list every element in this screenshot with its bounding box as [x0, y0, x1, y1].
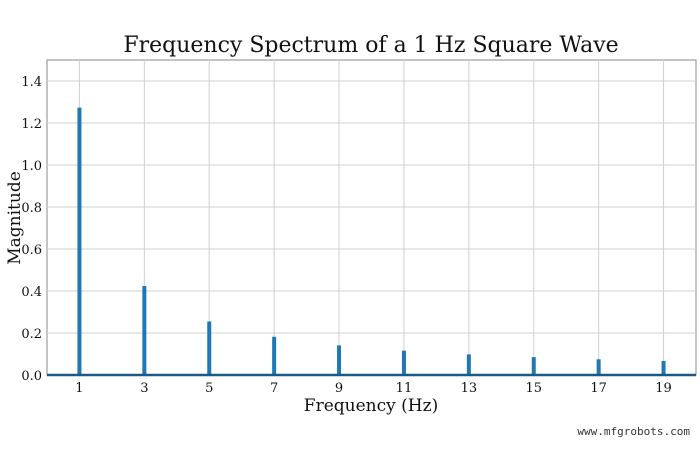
- x-tick-label: 5: [205, 381, 213, 396]
- x-tick-label: 1: [75, 381, 83, 396]
- y-tick-label: 0.0: [21, 369, 42, 384]
- x-tick-label: 3: [140, 381, 148, 396]
- y-tick-label: 1.0: [21, 159, 42, 174]
- y-tick-label: 0.8: [21, 201, 42, 216]
- y-axis-label: Magnitude: [5, 171, 25, 265]
- watermark: www.mfgrobots.com: [577, 425, 690, 438]
- chart-title: Frequency Spectrum of a 1 Hz Square Wave: [123, 33, 618, 58]
- x-tick-label: 17: [590, 381, 607, 396]
- y-tick-label: 0.2: [21, 327, 42, 342]
- x-tick-label: 13: [461, 381, 478, 396]
- y-tick-label: 1.2: [21, 117, 42, 132]
- y-tick-label: 0.4: [21, 285, 42, 300]
- x-tick-label: 9: [335, 381, 343, 396]
- y-tick-label: 0.6: [21, 243, 42, 258]
- x-axis-label: Frequency (Hz): [304, 396, 438, 416]
- y-tick-label: 1.4: [21, 75, 42, 90]
- x-tick-label: 11: [396, 381, 413, 396]
- x-tick-label: 19: [655, 381, 672, 396]
- x-tick-label: 15: [525, 381, 542, 396]
- x-tick-label: 7: [270, 381, 278, 396]
- plot-area: [46, 59, 697, 376]
